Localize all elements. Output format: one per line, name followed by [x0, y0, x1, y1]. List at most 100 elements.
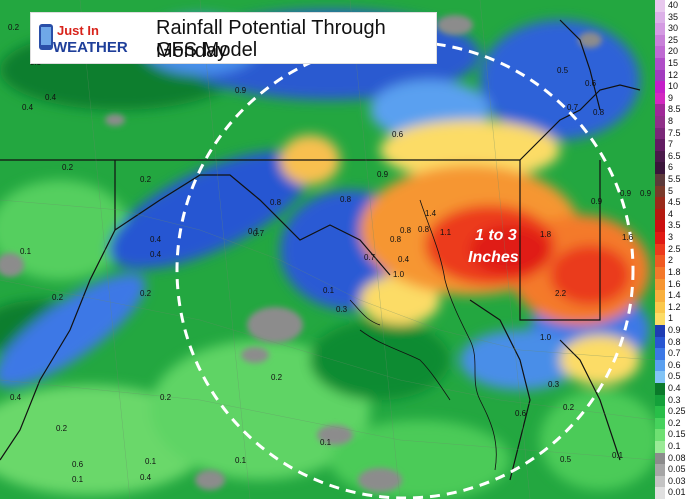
map-value-label: 0.4	[45, 93, 57, 102]
legend-swatch	[655, 487, 665, 499]
map-value-label: 0.2	[62, 163, 74, 172]
map-value-label: 0.9	[640, 189, 652, 198]
map-value-label: 1.1	[440, 228, 452, 237]
legend-label: 0.3	[668, 394, 681, 405]
legend-label: 0.4	[668, 382, 681, 393]
map-value-label: 0.9	[620, 189, 632, 198]
legend-label: 3.5	[668, 220, 681, 231]
title-box: Just In WEATHER Rainfall Potential Throu…	[30, 12, 437, 64]
map-value-label: 1.8	[540, 230, 552, 239]
map-value-label: 0.4	[150, 235, 162, 244]
map-value-label: 0.7	[364, 253, 376, 262]
map-value-label: 2.2	[555, 289, 567, 298]
legend-swatch	[655, 11, 665, 24]
map-value-label: 0.2	[563, 403, 575, 412]
legend-swatch	[655, 324, 665, 338]
legend-swatch	[655, 92, 665, 105]
legend-swatch	[655, 220, 665, 233]
legend-swatch	[655, 464, 665, 477]
legend-label: 2.5	[668, 243, 681, 254]
map-value-label: 0.1	[145, 457, 157, 466]
legend-swatch	[655, 0, 665, 13]
legend-swatch	[655, 290, 665, 303]
legend-swatch	[655, 313, 665, 326]
legend-label: 8.5	[668, 104, 681, 115]
legend-swatch	[655, 46, 665, 59]
legend-label: 0.9	[668, 324, 681, 335]
map-value-label: 0.3	[548, 380, 560, 389]
legend-label: 5	[668, 185, 674, 196]
legend-swatch	[655, 336, 665, 349]
legend-label: 5.5	[668, 174, 681, 185]
map-value-label: 0.2	[160, 393, 172, 402]
legend-label: 4	[668, 208, 674, 219]
legend-label: 0.05	[668, 464, 686, 475]
legend-label: 0.6	[668, 359, 681, 370]
map-value-label: 1.0	[393, 270, 405, 279]
map-value-label: 0.5	[557, 66, 569, 75]
legend-label: 2	[668, 255, 674, 266]
legend-swatch	[655, 185, 665, 198]
legend-swatch	[655, 440, 665, 454]
map-value-label: 1.6	[622, 233, 634, 242]
map-value-label: 0.1	[320, 438, 332, 447]
legend-swatch	[655, 34, 665, 47]
legend-swatch	[655, 359, 665, 372]
map-value-label: 1.4	[425, 209, 437, 218]
legend-swatch	[655, 174, 665, 187]
legend-swatch	[655, 58, 665, 71]
legend-label: 0.1	[668, 440, 681, 451]
legend-label: 9	[668, 92, 674, 103]
legend-swatch	[655, 104, 665, 117]
map-value-label: 0.6	[392, 130, 404, 139]
map-value-label: 0.1	[72, 475, 84, 484]
legend-swatch	[655, 81, 665, 94]
legend-label: 1	[668, 313, 674, 324]
map-value-label: 0.6	[585, 79, 597, 88]
legend-label: 12	[668, 69, 679, 80]
legend-label: 20	[668, 46, 679, 57]
logo: Just In WEATHER	[39, 23, 128, 56]
callout-line1: 1 to 3	[475, 227, 517, 244]
legend-label: 15	[668, 58, 679, 69]
map-value-label: 0.2	[271, 373, 283, 382]
map-value-label: 0.3	[336, 305, 348, 314]
legend-label: 10	[668, 81, 679, 92]
legend-label: 1.2	[668, 301, 681, 312]
legend-swatch	[655, 278, 665, 291]
map-value-label: 0.1	[612, 451, 624, 460]
map-value-label: 0.8	[593, 108, 605, 117]
legend-label: 0.7	[668, 348, 681, 359]
map-value-label: 0.7	[253, 229, 265, 238]
map-value-label: 0.2	[52, 293, 64, 302]
legend-swatch	[655, 69, 665, 82]
color-legend: 40 35 30 25 20 15 12 10 9 8.5 8 7.5 7 6.5 6 5.5 5 4.5 4 3.5…	[655, 0, 700, 499]
legend-swatch	[655, 255, 665, 268]
legend-swatch	[655, 371, 665, 384]
legend-label: 30	[668, 23, 679, 34]
legend-label: 25	[668, 34, 679, 45]
legend-label: 6	[668, 162, 674, 173]
legend-label: 7.5	[668, 127, 681, 138]
map-value-label: 0.9	[591, 197, 603, 206]
map-value-label: 0.6	[515, 409, 527, 418]
legend-label: 1.8	[668, 266, 681, 277]
legend-label: 7	[668, 139, 674, 150]
map-value-label: 0.8	[270, 198, 282, 207]
map-value-label: 0.8	[400, 226, 412, 235]
map-value-label: 0.9	[377, 170, 389, 179]
map-value-label: 0.4	[140, 473, 152, 482]
legend-label: 3	[668, 232, 674, 243]
legend-swatch	[655, 232, 665, 245]
map-value-label: 0.9	[235, 86, 247, 95]
legend-label: 1.6	[668, 278, 681, 289]
logo-text-bottom: WEATHER	[53, 39, 128, 56]
rainfall-map: 0.2 0.3 0.4 0.4 0.9 0.6 0.8 0.8 0.9 0.5 0.6 0.8 0.7 0…	[0, 0, 655, 499]
legend-swatch	[655, 266, 665, 279]
legend-swatch	[655, 394, 665, 407]
map-value-label: 0.8	[418, 225, 430, 234]
title-line1: Rainfall Potential Through Monday	[156, 17, 386, 62]
legend-swatch	[655, 429, 665, 442]
legend-swatch	[655, 417, 665, 430]
legend-label: 0.5	[668, 371, 681, 382]
